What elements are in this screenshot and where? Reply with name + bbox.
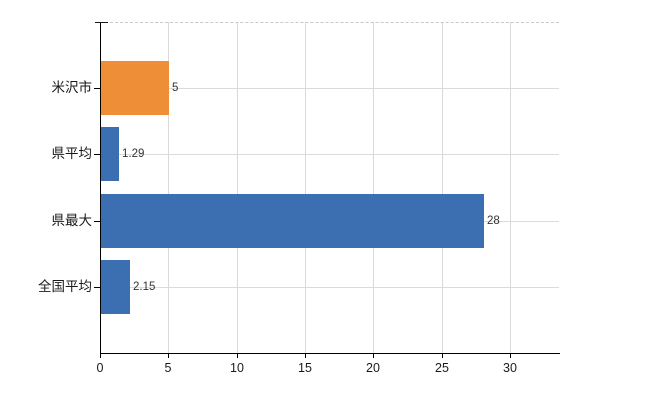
y-axis-tick (94, 154, 100, 155)
bar-value-label: 2.15 (133, 281, 156, 293)
bar-value-label: 1.29 (122, 148, 145, 160)
horizontal-gridline (100, 287, 559, 288)
x-tick-label: 30 (503, 361, 517, 375)
x-axis-tick (100, 354, 101, 358)
vertical-gridline (168, 22, 170, 353)
horizontal-gridline (100, 154, 559, 155)
bar (101, 194, 484, 248)
bar (101, 127, 119, 181)
y-axis-top-tick (95, 22, 108, 23)
vertical-gridline (304, 22, 306, 353)
x-tick-label: 0 (96, 361, 104, 375)
y-axis-line (100, 22, 101, 354)
plot-top-border (100, 22, 559, 23)
vertical-gridline (373, 22, 375, 353)
x-axis-tick (373, 354, 374, 358)
y-axis-tick (94, 221, 100, 222)
bar-value-label: 5 (172, 82, 179, 94)
category-label: 県最大 (51, 213, 93, 228)
category-label: 米沢市 (51, 80, 93, 95)
x-axis-tick (237, 354, 238, 358)
x-axis-tick (168, 354, 169, 358)
vertical-gridline (509, 22, 511, 353)
x-tick-label: 10 (230, 361, 244, 375)
bar (101, 260, 130, 314)
y-axis-tick (94, 287, 100, 288)
x-axis-tick (442, 354, 443, 358)
y-axis-tick (94, 88, 100, 89)
vertical-gridline (236, 22, 238, 353)
x-axis-tick (305, 354, 306, 358)
bar-value-label: 28 (487, 215, 500, 227)
category-label: 県平均 (51, 146, 93, 161)
vertical-gridline (441, 22, 443, 353)
x-axis-line (100, 353, 560, 354)
x-tick-label: 20 (366, 361, 380, 375)
bar (101, 61, 169, 115)
x-tick-label: 25 (435, 361, 449, 375)
x-tick-label: 15 (298, 361, 312, 375)
horizontal-gridline (100, 88, 559, 89)
x-axis-tick (510, 354, 511, 358)
x-tick-label: 5 (164, 361, 172, 375)
category-label: 全国平均 (38, 279, 92, 294)
